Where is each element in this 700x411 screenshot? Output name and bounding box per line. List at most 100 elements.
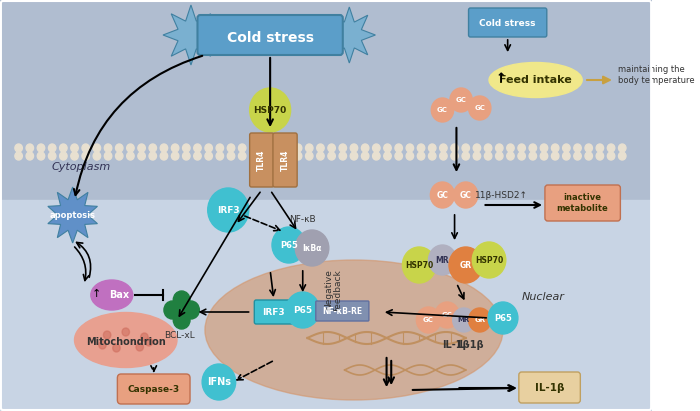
Circle shape — [468, 96, 491, 120]
Text: Cold stress: Cold stress — [480, 18, 536, 28]
Circle shape — [496, 144, 503, 152]
Circle shape — [328, 144, 335, 152]
Circle shape — [205, 144, 212, 152]
FancyBboxPatch shape — [519, 372, 580, 403]
Text: Caspase-3: Caspase-3 — [127, 385, 180, 393]
Circle shape — [507, 144, 514, 152]
Circle shape — [82, 144, 90, 152]
Circle shape — [228, 152, 234, 160]
Circle shape — [272, 144, 279, 152]
Circle shape — [202, 364, 236, 400]
Circle shape — [417, 152, 425, 160]
Text: GC: GC — [460, 191, 472, 199]
Circle shape — [250, 144, 257, 152]
Circle shape — [488, 302, 518, 334]
Text: inactive
metabolite: inactive metabolite — [556, 193, 608, 213]
Circle shape — [48, 144, 56, 152]
Text: maintaining the
body temperature: maintaining the body temperature — [617, 65, 694, 85]
Circle shape — [417, 144, 425, 152]
Circle shape — [350, 152, 358, 160]
Circle shape — [462, 152, 470, 160]
Circle shape — [450, 88, 473, 112]
Circle shape — [339, 144, 346, 152]
Circle shape — [116, 152, 123, 160]
Ellipse shape — [91, 280, 133, 310]
Text: NF-κB-RE: NF-κB-RE — [322, 307, 362, 316]
Text: IL-1β: IL-1β — [535, 383, 564, 393]
Circle shape — [473, 152, 481, 160]
Circle shape — [183, 301, 200, 319]
Circle shape — [451, 144, 458, 152]
Text: GC: GC — [456, 97, 466, 103]
Circle shape — [384, 152, 391, 160]
Text: Mitochondrion: Mitochondrion — [86, 337, 166, 347]
Circle shape — [585, 144, 592, 152]
Circle shape — [183, 152, 190, 160]
Ellipse shape — [489, 62, 582, 97]
Circle shape — [540, 144, 547, 152]
Circle shape — [552, 152, 559, 160]
Circle shape — [406, 152, 414, 160]
Circle shape — [372, 144, 380, 152]
Circle shape — [136, 343, 144, 351]
Circle shape — [361, 152, 369, 160]
Circle shape — [261, 144, 268, 152]
Circle shape — [261, 152, 268, 160]
Text: ↑: ↑ — [496, 72, 506, 85]
Circle shape — [149, 152, 157, 160]
Circle shape — [619, 144, 626, 152]
Circle shape — [305, 144, 313, 152]
Circle shape — [428, 245, 456, 275]
Circle shape — [563, 152, 570, 160]
Ellipse shape — [74, 312, 177, 367]
Circle shape — [104, 152, 112, 160]
Text: MR: MR — [435, 256, 449, 265]
Text: apoptosis: apoptosis — [50, 210, 96, 219]
Circle shape — [484, 144, 492, 152]
Circle shape — [284, 144, 290, 152]
Circle shape — [350, 144, 358, 152]
Circle shape — [164, 301, 181, 319]
Circle shape — [116, 144, 123, 152]
Circle shape — [160, 152, 168, 160]
Text: IL-1β: IL-1β — [456, 340, 484, 350]
Text: BCL-xL: BCL-xL — [164, 330, 195, 339]
Circle shape — [15, 152, 22, 160]
Circle shape — [361, 144, 369, 152]
Circle shape — [208, 188, 248, 232]
Circle shape — [160, 144, 168, 152]
Polygon shape — [163, 5, 219, 65]
Circle shape — [440, 152, 447, 160]
Circle shape — [305, 152, 313, 160]
Circle shape — [431, 98, 454, 122]
Text: IRF3: IRF3 — [217, 206, 239, 215]
FancyBboxPatch shape — [118, 374, 190, 404]
Text: GR: GR — [460, 261, 472, 270]
Circle shape — [99, 341, 106, 349]
Circle shape — [428, 152, 436, 160]
FancyBboxPatch shape — [254, 300, 293, 324]
Circle shape — [518, 152, 526, 160]
FancyBboxPatch shape — [250, 133, 274, 187]
Circle shape — [60, 152, 67, 160]
Text: P65: P65 — [293, 305, 312, 314]
Circle shape — [149, 144, 157, 152]
Circle shape — [395, 144, 402, 152]
Circle shape — [596, 144, 603, 152]
Circle shape — [71, 144, 78, 152]
Circle shape — [26, 152, 34, 160]
Circle shape — [496, 152, 503, 160]
Text: P65: P65 — [494, 314, 512, 323]
Circle shape — [574, 144, 581, 152]
Text: HSP70: HSP70 — [405, 261, 433, 270]
Circle shape — [619, 152, 626, 160]
Circle shape — [216, 144, 223, 152]
Circle shape — [205, 152, 212, 160]
Circle shape — [406, 144, 414, 152]
Circle shape — [430, 182, 454, 208]
Circle shape — [174, 311, 190, 329]
Text: IκBα: IκBα — [302, 243, 322, 252]
Ellipse shape — [205, 260, 503, 400]
Text: ↑: ↑ — [92, 289, 102, 299]
Circle shape — [122, 328, 130, 336]
